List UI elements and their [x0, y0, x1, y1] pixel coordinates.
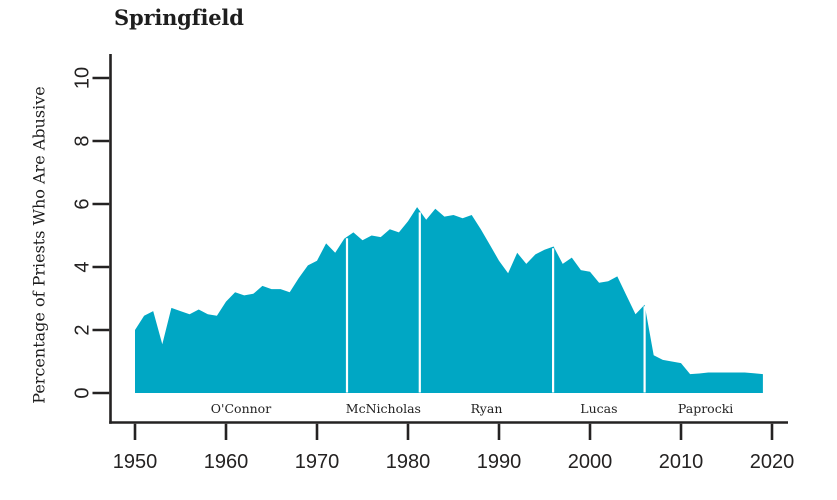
- y-tick-label: 0: [72, 387, 94, 398]
- area-series: [135, 207, 763, 393]
- y-tick-label: 6: [72, 198, 94, 209]
- x-tick-label: 2000: [568, 451, 613, 473]
- bishop-label: Lucas: [580, 401, 617, 416]
- y-tick-label: 2: [72, 324, 94, 335]
- y-tick-label: 4: [72, 261, 94, 272]
- y-tick-label: 10: [72, 67, 94, 89]
- x-tick-label: 2020: [750, 451, 795, 473]
- y-tick-label: 8: [72, 135, 94, 146]
- bishop-label: McNicholas: [346, 401, 421, 416]
- x-tick-label: 1990: [477, 451, 522, 473]
- chart-title: Springfield: [114, 5, 244, 30]
- bishop-label: O'Connor: [211, 401, 271, 416]
- x-tick-label: 2010: [659, 451, 704, 473]
- bishop-label: Paprocki: [678, 401, 733, 416]
- x-tick-label: 1960: [204, 451, 249, 473]
- x-tick-label: 1950: [113, 451, 158, 473]
- bishop-label: Ryan: [471, 401, 503, 416]
- x-tick-label: 1980: [386, 451, 431, 473]
- x-tick-label: 1970: [295, 451, 340, 473]
